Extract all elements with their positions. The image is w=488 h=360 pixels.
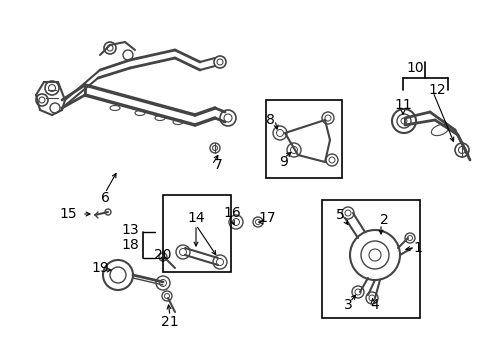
Text: 8: 8 [265,113,274,127]
Text: 10: 10 [406,61,423,75]
Text: 19: 19 [91,261,109,275]
Text: 14: 14 [187,211,204,225]
Bar [265,100,341,178]
Bar [321,200,419,318]
Text: 5: 5 [335,208,344,222]
Text: 7: 7 [213,158,222,172]
Text: 2: 2 [379,213,387,227]
Text: 18: 18 [121,238,139,252]
Text: 15: 15 [59,207,77,221]
Text: 9: 9 [279,155,288,169]
Text: 3: 3 [343,298,352,312]
Text: 11: 11 [393,98,411,112]
Text: 12: 12 [427,83,445,97]
Text: 1: 1 [413,241,422,255]
Text: 17: 17 [258,211,275,225]
Text: 6: 6 [101,191,109,205]
Text: 20: 20 [154,248,171,262]
Bar [163,195,230,272]
Text: 16: 16 [223,206,241,220]
Text: 4: 4 [370,298,379,312]
Text: 13: 13 [121,223,139,237]
Text: 21: 21 [161,315,179,329]
